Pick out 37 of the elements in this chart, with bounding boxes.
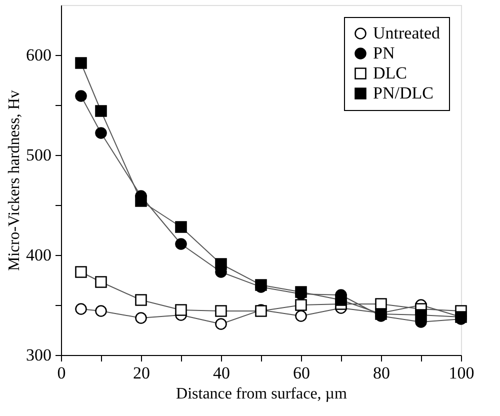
x-tick-label: 80 [373,364,390,382]
point [95,305,107,317]
legend-label: Untreated [373,24,441,42]
point [75,266,87,278]
point [75,303,87,315]
legend-label: DLC [373,64,407,82]
x-axis-title: Distance from surface, µm [176,386,348,402]
y-tick-label: 600 [26,46,52,64]
point [135,294,147,306]
point [75,90,87,102]
point [175,238,187,250]
y-axis-title: Micro-Vickers hardness, Hv [6,90,23,271]
point [95,127,107,139]
legend-label: PN/DLC [373,84,434,102]
legend-label: PN [373,44,395,62]
point [95,276,107,288]
x-tick-label: 0 [57,364,66,382]
x-tick-label: 20 [133,364,150,382]
point [75,57,87,69]
y-tick-label: 400 [26,246,52,264]
x-tick-label: 40 [213,364,230,382]
point [175,221,187,233]
y-tick-label: 500 [26,146,52,164]
point [215,258,227,270]
point [415,309,427,321]
point [295,310,307,322]
y-tick-label: 300 [26,346,52,364]
point [135,195,147,207]
x-tick-label: 100 [448,364,474,382]
point [135,312,147,324]
point [95,105,107,117]
x-tick-label: 60 [293,364,310,382]
point [215,318,227,330]
point [215,305,227,317]
point [295,299,307,311]
point [335,294,347,306]
point [175,304,187,316]
